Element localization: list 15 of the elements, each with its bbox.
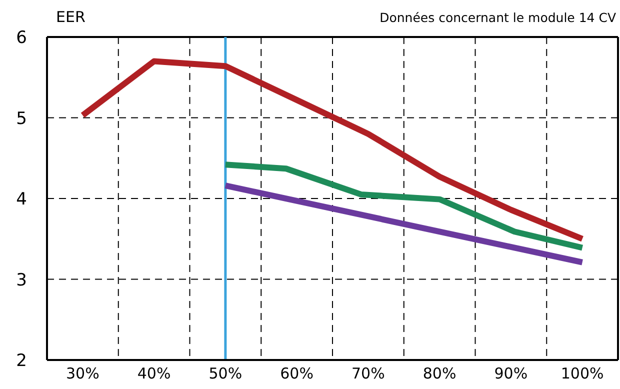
x-tick-label: 70% [352, 364, 385, 383]
chart-title: Données concernant le module 14 CV [380, 10, 616, 25]
x-tick-label: 40% [137, 364, 171, 383]
x-tick-label: 90% [494, 364, 528, 383]
y-tick-label: 2 [16, 351, 27, 372]
y-tick-label: 4 [16, 190, 27, 210]
x-tick-label: 60% [280, 364, 314, 383]
x-tick-label: 100% [560, 364, 604, 383]
x-tick-label: 30% [66, 364, 100, 383]
y-tick-label: 6 [16, 28, 27, 48]
y-tick-label: 3 [16, 270, 27, 290]
x-tick-label: 80% [422, 364, 456, 383]
y-axis-title: EER [56, 8, 86, 26]
y-tick-label: 5 [16, 108, 27, 129]
x-tick-label: 50% [208, 364, 242, 383]
